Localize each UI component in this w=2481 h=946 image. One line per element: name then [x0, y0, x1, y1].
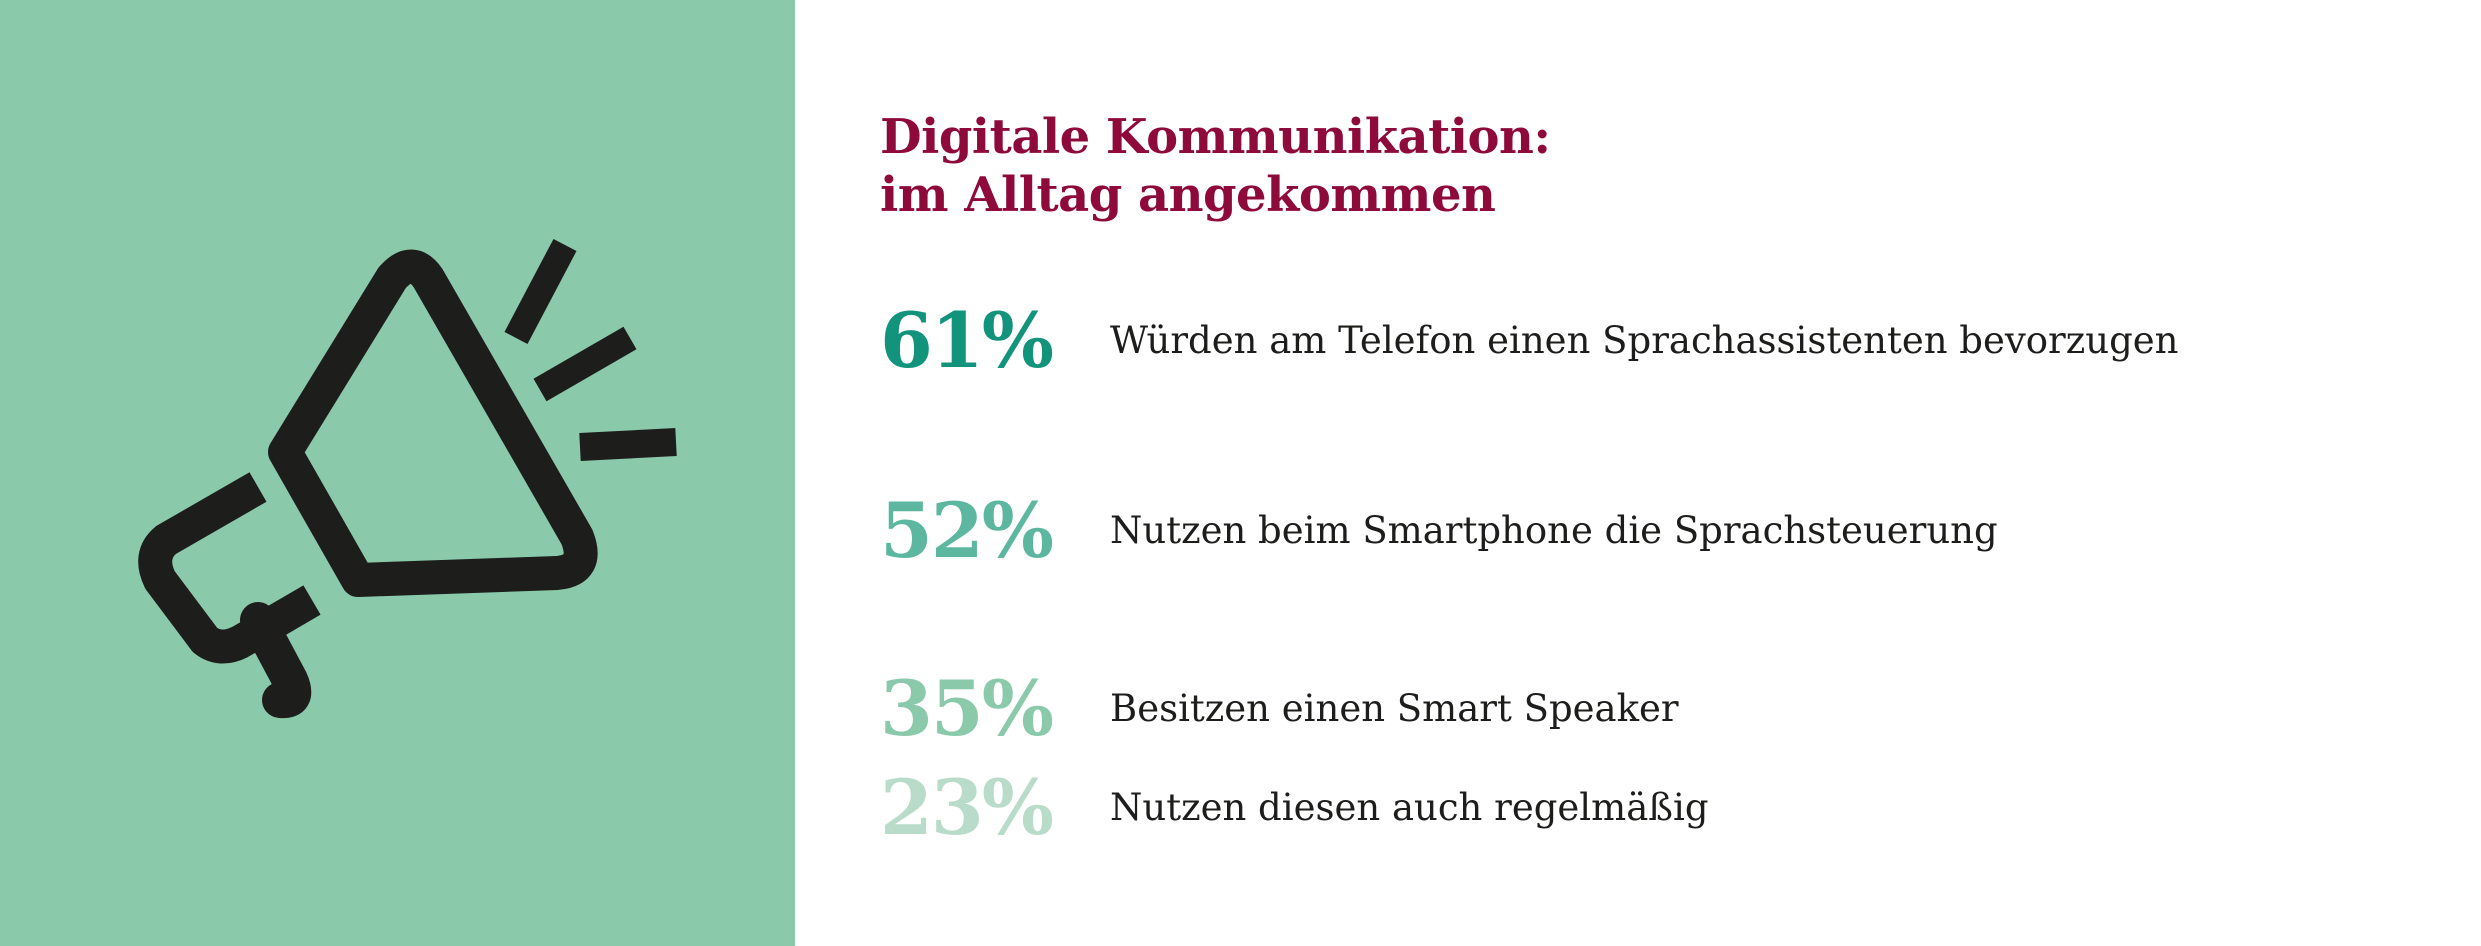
- megaphone-handle: [240, 602, 312, 719]
- stat-value: 35%: [880, 663, 1054, 753]
- sound-wave-line-2: [533, 326, 637, 402]
- stat-value: 23%: [880, 762, 1054, 852]
- title-line-1: Digitale Kommunikation:: [880, 109, 1551, 165]
- icon-panel: [0, 0, 795, 946]
- stat-row: 61% Würden am Telefon einen Sprachassist…: [880, 295, 2178, 385]
- sound-wave-line-1: [504, 238, 577, 345]
- megaphone-icon: [138, 238, 677, 719]
- sound-wave-line-3: [579, 428, 677, 461]
- megaphone-housing: [138, 472, 321, 664]
- megaphone-cone: [268, 249, 598, 597]
- page-title: Digitale Kommunikation: im Alltag angeko…: [880, 108, 1551, 224]
- stat-row: 23% Nutzen diesen auch regelmäßig: [880, 762, 1709, 852]
- stat-label: Würden am Telefon einen Sprachassistente…: [1110, 318, 2179, 362]
- stat-value: 52%: [880, 485, 1054, 575]
- stat-label: Nutzen diesen auch regelmäßig: [1110, 785, 1709, 829]
- stat-label: Besitzen einen Smart Speaker: [1110, 686, 1679, 730]
- stat-row: 52% Nutzen beim Smartphone die Sprachste…: [880, 485, 1998, 575]
- stat-value: 61%: [880, 295, 1054, 385]
- title-line-2: im Alltag angekommen: [880, 167, 1496, 223]
- stat-label: Nutzen beim Smartphone die Sprachsteueru…: [1110, 508, 1998, 552]
- stat-row: 35% Besitzen einen Smart Speaker: [880, 663, 1679, 753]
